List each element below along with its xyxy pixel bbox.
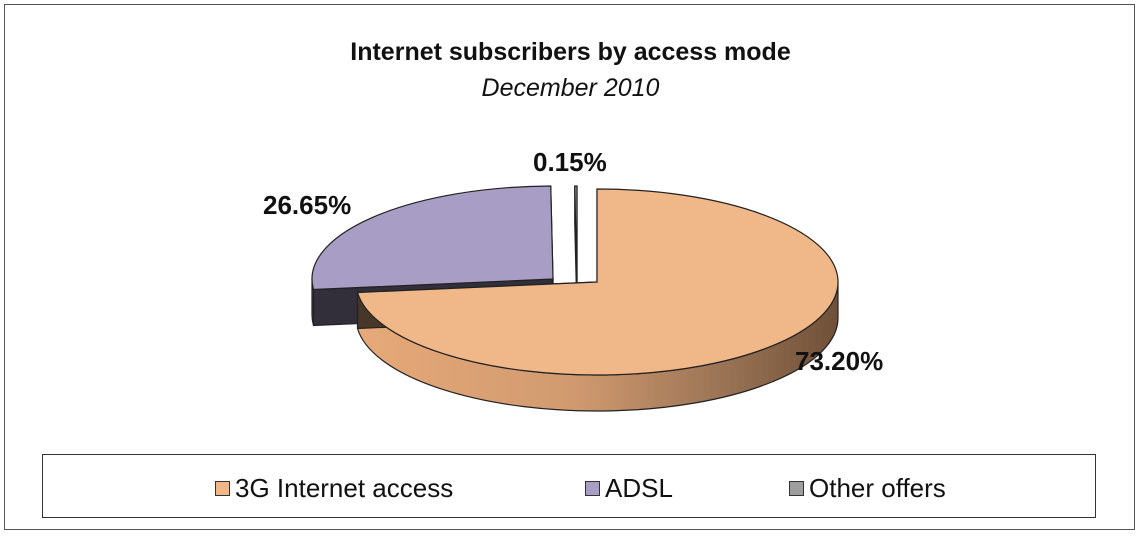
data-label-3g-internet-access: 73.20% <box>795 346 883 376</box>
legend-swatch-other <box>789 481 804 496</box>
pie-slice-3g-internet-access <box>356 188 839 412</box>
legend-label-3g: 3G Internet access <box>235 473 454 503</box>
data-label-adsl: 26.65% <box>263 190 351 220</box>
legend: 3G Internet access ADSL Other offers <box>42 454 1096 518</box>
legend-swatch-adsl <box>585 481 600 496</box>
legend-label-other: Other offers <box>809 473 946 503</box>
chart-subtitle: December 2010 <box>481 74 660 102</box>
legend-item-other-offers: Other offers <box>789 473 946 504</box>
data-label-other-offers: 0.15% <box>533 147 607 177</box>
legend-swatch-3g <box>215 481 230 496</box>
legend-item-adsl: ADSL <box>585 473 673 504</box>
legend-item-3g-internet-access: 3G Internet access <box>215 473 453 504</box>
chart-title: Internet subscribers by access mode <box>350 38 791 66</box>
legend-label-adsl: ADSL <box>605 473 673 503</box>
chart-frame <box>4 4 1135 530</box>
